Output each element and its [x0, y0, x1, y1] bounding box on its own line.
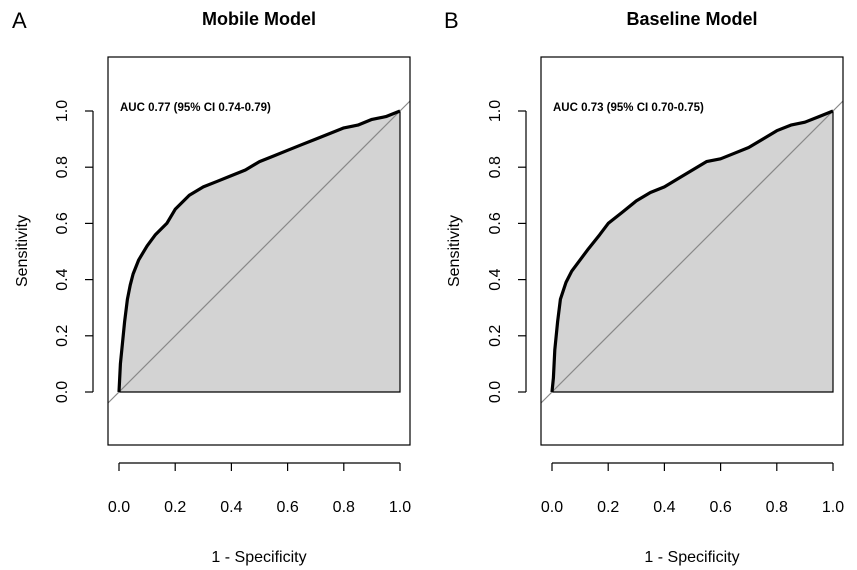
x-axis-label: 1 - Specificity	[211, 549, 306, 566]
y-tick-label: 0.2	[487, 325, 504, 347]
auc-annotation: AUC 0.77 (95% CI 0.74-0.79)	[120, 102, 271, 114]
y-tick-label: 0.2	[54, 325, 71, 347]
x-tick-label: 0.2	[597, 499, 619, 516]
plot-frame	[540, 56, 844, 446]
x-tick-label: 1.0	[389, 499, 411, 516]
x-axis-label: 1 - Specificity	[644, 549, 739, 566]
y-tick-label: 1.0	[487, 100, 504, 122]
panel-a: A Mobile Model AUC 0.77 (95% CI 0.74-0.7…	[12, 8, 411, 566]
x-tick-label: 1.0	[822, 499, 844, 516]
y-tick-label: 0.6	[54, 212, 71, 234]
y-tick-label: 1.0	[54, 100, 71, 122]
panel-b: B Baseline Model AUC 0.73 (95% CI 0.70-0…	[444, 8, 844, 566]
roc-curve-line	[117, 109, 401, 393]
y-axis-label: Sensitivity	[14, 215, 31, 287]
x-tick-label: 0.8	[333, 499, 355, 516]
x-tick-label: 0.0	[108, 499, 130, 516]
auc-annotation: AUC 0.73 (95% CI 0.70-0.75)	[553, 102, 704, 114]
panel-letter: A	[12, 8, 27, 33]
x-tick-label: 0.8	[766, 499, 788, 516]
roc-curve-line	[550, 109, 834, 393]
x-tick-label: 0.4	[220, 499, 242, 516]
y-tick-label: 0.4	[487, 268, 504, 290]
panel-letter: B	[444, 8, 459, 33]
y-tick-label: 0.8	[487, 156, 504, 178]
chart-title: Mobile Model	[202, 9, 316, 29]
x-tick-label: 0.6	[276, 499, 298, 516]
y-tick-label: 0.4	[54, 268, 71, 290]
y-axis-label: Sensitivity	[446, 215, 463, 287]
reference-diagonal-line	[540, 100, 844, 404]
plot-frame	[107, 56, 411, 446]
y-tick-label: 0.8	[54, 156, 71, 178]
x-tick-label: 0.2	[164, 499, 186, 516]
y-tick-label: 0.0	[54, 381, 71, 403]
x-tick-label: 0.4	[653, 499, 675, 516]
x-tick-label: 0.0	[541, 499, 563, 516]
reference-diagonal-line	[107, 100, 411, 404]
y-tick-label: 0.6	[487, 212, 504, 234]
x-tick-label: 0.6	[709, 499, 731, 516]
y-tick-label: 0.0	[487, 381, 504, 403]
chart-title: Baseline Model	[626, 9, 757, 29]
